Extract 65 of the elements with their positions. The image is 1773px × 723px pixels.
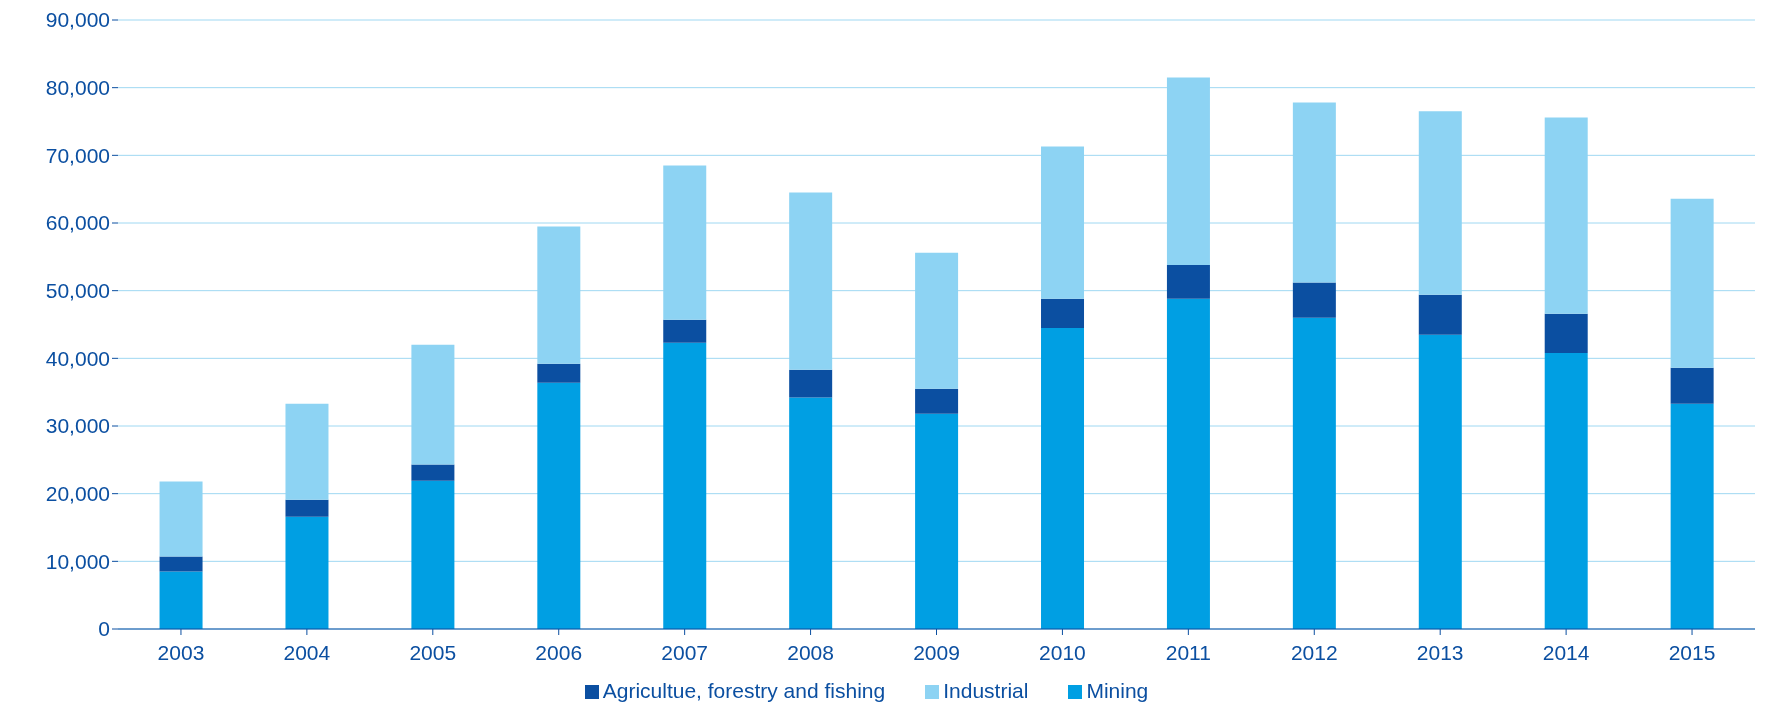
x-tick-label: 2006 (535, 640, 583, 664)
y-tick-label: 60,000 (45, 211, 110, 235)
x-tick-label: 2014 (1542, 640, 1590, 664)
bar (1041, 298, 1085, 328)
bar (1418, 111, 1462, 295)
x-tick-label: 2009 (913, 640, 960, 664)
legend-label: Mining (1086, 679, 1149, 702)
bar (1041, 146, 1085, 299)
bar (1166, 298, 1210, 629)
x-tick-label: 2011 (1165, 640, 1211, 664)
bar (159, 556, 203, 572)
x-tick-label: 2007 (661, 640, 709, 664)
bar (1292, 282, 1336, 318)
bar (537, 382, 581, 629)
bar (1544, 313, 1588, 353)
x-tick-label: 2015 (1668, 640, 1716, 664)
bar (915, 252, 959, 389)
bar (1166, 264, 1210, 299)
bar (1670, 403, 1714, 629)
y-tick-label: 20,000 (45, 482, 110, 506)
x-tick-label: 2010 (1039, 640, 1086, 664)
legend-label: Agricultue, forestry and fishing (602, 679, 886, 702)
bar (411, 344, 455, 465)
y-tick-label: 80,000 (45, 76, 110, 100)
bar (1670, 367, 1714, 404)
bar (663, 319, 707, 343)
bar (411, 480, 455, 629)
bar (789, 397, 833, 629)
bar (285, 516, 329, 629)
x-tick-label: 2003 (157, 640, 205, 664)
y-tick-label: 50,000 (45, 279, 110, 303)
bar (1292, 102, 1336, 283)
y-tick-label: 70,000 (45, 143, 110, 167)
y-tick-label: 40,000 (45, 346, 110, 370)
x-tick-label: 2004 (283, 640, 331, 664)
x-tick-label: 2008 (787, 640, 834, 664)
bar (789, 369, 833, 398)
bar (159, 481, 203, 557)
bar (159, 571, 203, 629)
bar (537, 363, 581, 383)
bar (1544, 352, 1588, 629)
bar (915, 388, 959, 414)
bar (1418, 334, 1462, 629)
bar (285, 499, 329, 517)
bar (1670, 198, 1714, 368)
bar (411, 464, 455, 481)
y-tick-label: 30,000 (45, 414, 110, 438)
bar (1166, 77, 1210, 265)
bar (1544, 117, 1588, 314)
bar (663, 342, 707, 629)
y-tick-label: 10,000 (45, 549, 110, 573)
x-tick-label: 2005 (409, 640, 457, 664)
bar (537, 226, 581, 364)
y-tick-label: 90,000 (45, 8, 110, 32)
x-tick-label: 2013 (1416, 640, 1464, 664)
y-tick-label: 0 (98, 617, 110, 641)
bar (915, 413, 959, 629)
bar (789, 192, 833, 370)
x-tick-label: 2012 (1290, 640, 1338, 664)
bar (285, 403, 329, 500)
bar (663, 165, 707, 320)
legend-label: Industrial (943, 679, 1029, 702)
bar (1418, 294, 1462, 335)
bar (1292, 317, 1336, 629)
bar (1041, 327, 1085, 629)
